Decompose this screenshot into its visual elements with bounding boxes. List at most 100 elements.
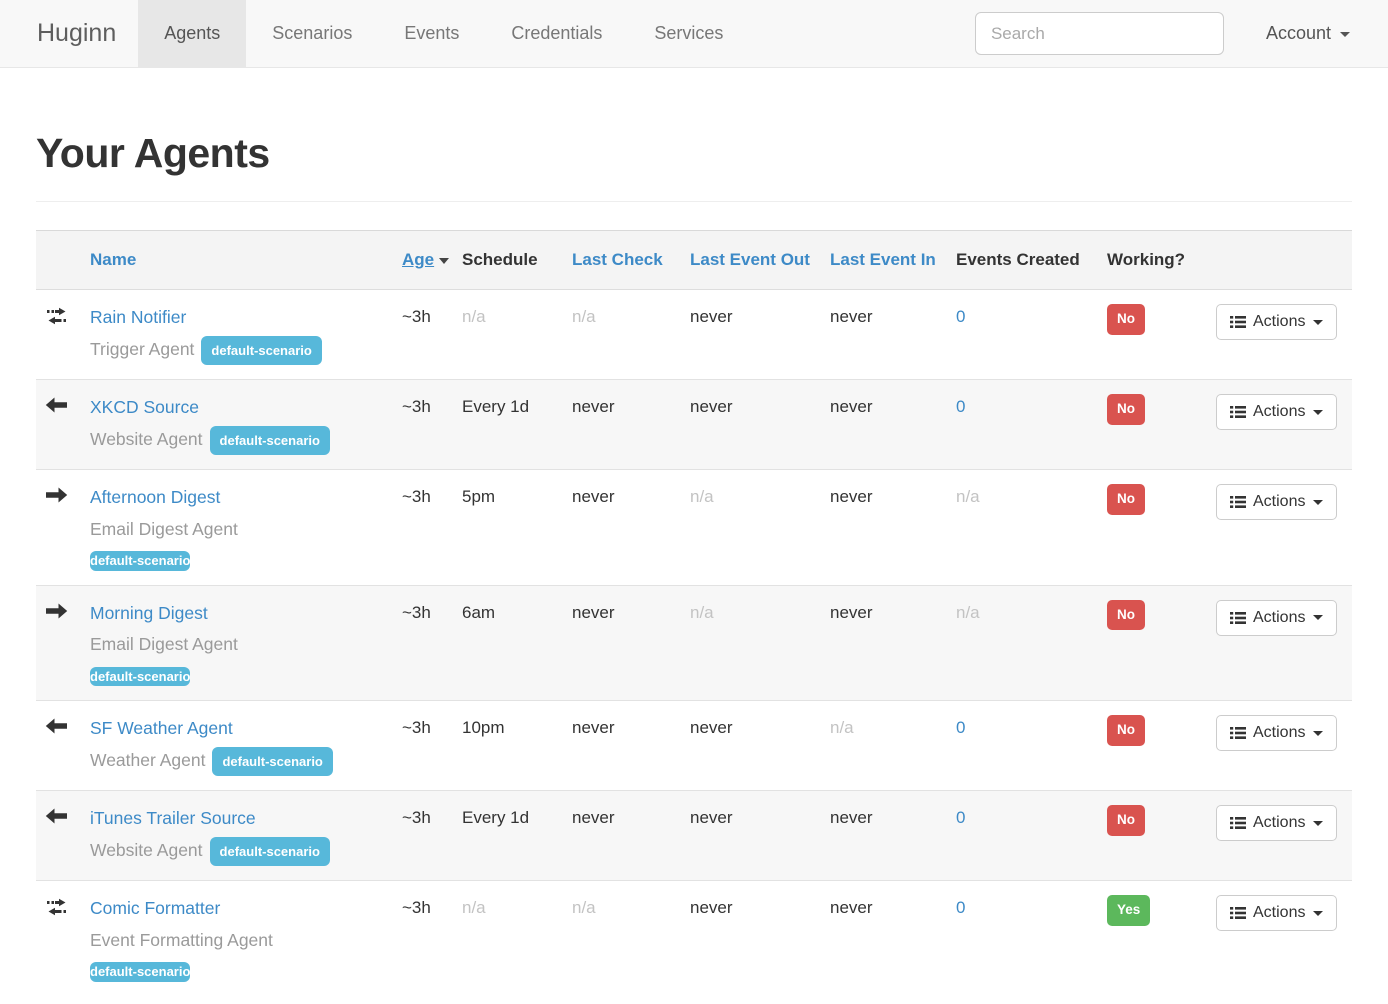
agent-name-link[interactable]: iTunes Trailer Source (90, 808, 256, 828)
scenario-badge[interactable]: default-scenario (90, 962, 190, 982)
table-row: Rain Notifier Trigger Agentdefault-scena… (36, 290, 1352, 380)
actions-button[interactable]: Actions (1216, 600, 1337, 636)
scenario-badge[interactable]: default-scenario (201, 336, 321, 366)
working-cell: No (1107, 791, 1216, 881)
agent-name-link[interactable]: Morning Digest (90, 603, 208, 623)
events-created-link[interactable]: n/a (956, 603, 980, 622)
chevron-down-icon (1313, 821, 1323, 826)
chevron-down-icon (1313, 500, 1323, 505)
sort-direction-icon (439, 258, 449, 264)
last-event-out-cell: never (690, 881, 830, 996)
agent-type-label: Event Formatting Agent (90, 930, 273, 950)
header-icon-spacer (36, 231, 90, 290)
working-badge: No (1107, 394, 1145, 424)
schedule-cell: Every 1d (462, 380, 572, 470)
actions-button-label: Actions (1253, 493, 1305, 511)
sort-by-last-check-link[interactable]: Last Check (572, 250, 663, 269)
agent-name-link[interactable]: XKCD Source (90, 397, 199, 417)
scenario-badge[interactable]: default-scenario (90, 551, 190, 571)
actions-button[interactable]: Actions (1216, 304, 1337, 340)
agent-name-link[interactable]: Afternoon Digest (90, 487, 220, 507)
events-created-cell: 0 (956, 380, 1107, 470)
list-icon (1230, 405, 1246, 419)
schedule-cell: 6am (462, 585, 572, 701)
main-content: Your Agents Name Age Schedule Last Check (0, 130, 1388, 996)
last-check-cell: never (572, 470, 690, 586)
actions-button-label: Actions (1253, 609, 1305, 627)
sort-by-last-event-in-link[interactable]: Last Event In (830, 250, 936, 269)
actions-button[interactable]: Actions (1216, 394, 1337, 430)
events-created-link[interactable]: 0 (956, 397, 965, 416)
scenario-badge[interactable]: default-scenario (90, 667, 190, 687)
actions-cell: Actions (1216, 470, 1352, 586)
actions-button[interactable]: Actions (1216, 484, 1337, 520)
events-created-link[interactable]: 0 (956, 718, 965, 737)
nav-item-services[interactable]: Services (628, 0, 749, 67)
events-created-link[interactable]: 0 (956, 307, 965, 326)
chevron-down-icon (1340, 32, 1350, 37)
events-created-cell: n/a (956, 470, 1107, 586)
last-event-out-cell: never (690, 791, 830, 881)
agent-type-label: Website Agent (90, 840, 203, 860)
agent-name-cell: Comic Formatter Event Formatting Agent de… (90, 881, 402, 996)
last-check-cell: n/a (572, 881, 690, 996)
actions-button-label: Actions (1253, 313, 1305, 331)
agent-name-link[interactable]: Comic Formatter (90, 898, 220, 918)
events-created-link[interactable]: 0 (956, 898, 965, 917)
actions-button[interactable]: Actions (1216, 895, 1337, 931)
age-cell: ~3h (402, 701, 462, 791)
age-cell: ~3h (402, 290, 462, 380)
actions-cell: Actions (1216, 290, 1352, 380)
agent-name-cell: SF Weather Agent Weather Agentdefault-sc… (90, 701, 402, 791)
agent-name-link[interactable]: SF Weather Agent (90, 718, 233, 738)
schedule-cell: 5pm (462, 470, 572, 586)
actions-cell: Actions (1216, 701, 1352, 791)
events-created-link[interactable]: n/a (956, 487, 980, 506)
table-row: iTunes Trailer Source Website Agent defau… (36, 791, 1352, 881)
last-event-in-cell: never (830, 881, 956, 996)
sort-by-last-event-out-link[interactable]: Last Event Out (690, 250, 810, 269)
account-menu-label: Account (1266, 23, 1331, 43)
actions-button[interactable]: Actions (1216, 715, 1337, 751)
account-menu[interactable]: Account (1266, 0, 1388, 67)
nav-item-scenarios[interactable]: Scenarios (246, 0, 378, 67)
last-event-out-cell: never (690, 701, 830, 791)
table-row: Morning Digest Email Digest Agentdefault… (36, 585, 1352, 701)
agent-name-cell: iTunes Trailer Source Website Agent defau… (90, 791, 402, 881)
actions-button[interactable]: Actions (1216, 805, 1337, 841)
age-cell: ~3h (402, 881, 462, 996)
nav-item-agents[interactable]: Agents (138, 0, 246, 67)
actions-button-label: Actions (1253, 403, 1305, 421)
last-event-in-cell: never (830, 791, 956, 881)
scenario-badge[interactable]: default-scenario (212, 747, 332, 777)
nav-item-credentials[interactable]: Credentials (485, 0, 628, 67)
scenario-badge[interactable]: default-scenario (210, 837, 330, 867)
agent-type-label: Email Digest Agent (90, 519, 238, 539)
actions-cell: Actions (1216, 791, 1352, 881)
last-event-in-cell: never (830, 290, 956, 380)
chevron-down-icon (1313, 615, 1323, 620)
events-created-cell: 0 (956, 290, 1107, 380)
actions-button-label: Actions (1253, 904, 1305, 922)
last-event-in-cell: never (830, 585, 956, 701)
events-created-cell: 0 (956, 701, 1107, 791)
list-icon (1230, 495, 1246, 509)
nav-item-events[interactable]: Events (378, 0, 485, 67)
brand-link[interactable]: Huginn (0, 0, 138, 67)
actions-button-label: Actions (1253, 724, 1305, 742)
age-cell: ~3h (402, 470, 462, 586)
scenario-badge[interactable]: default-scenario (210, 426, 330, 456)
actions-cell: Actions (1216, 380, 1352, 470)
agent-type-label: Website Agent (90, 429, 203, 449)
sort-by-name-link[interactable]: Name (90, 250, 136, 269)
list-icon (1230, 816, 1246, 830)
list-icon (1230, 906, 1246, 920)
events-created-link[interactable]: 0 (956, 808, 965, 827)
agent-name-link[interactable]: Rain Notifier (90, 307, 186, 327)
last-event-out-cell: never (690, 290, 830, 380)
age-cell: ~3h (402, 380, 462, 470)
last-event-out-cell: n/a (690, 585, 830, 701)
chevron-down-icon (1313, 410, 1323, 415)
search-input[interactable] (975, 12, 1224, 55)
sort-by-age-link[interactable]: Age (402, 250, 434, 269)
